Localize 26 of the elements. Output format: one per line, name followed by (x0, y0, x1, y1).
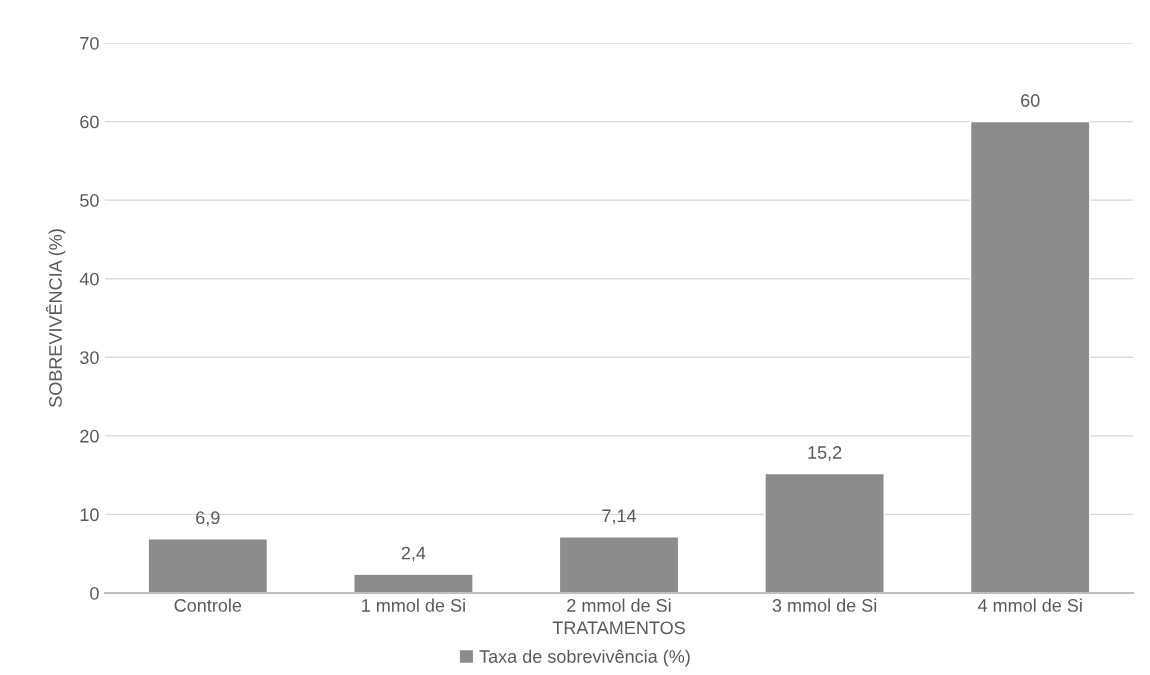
data-label: 15,2 (808, 446, 842, 462)
x-tick-label: Controle (174, 598, 242, 612)
y-tick-label: 0 (90, 586, 99, 600)
bar (764, 472, 885, 593)
x-tick-label: 1 mmol de Si (362, 598, 465, 612)
bar (969, 120, 1091, 593)
y-tick-label: 70 (80, 36, 99, 50)
y-tick-label: 30 (80, 351, 99, 365)
y-tick-label: 60 (80, 115, 99, 129)
data-label: 2,4 (401, 546, 426, 562)
y-tick-label: 40 (79, 272, 99, 286)
bar (147, 538, 269, 593)
data-label: 60 (1021, 94, 1040, 107)
bar (353, 573, 474, 593)
data-label: 6,9 (196, 511, 220, 527)
x-tick-label: 3 mmol de Si (772, 598, 877, 612)
legend-label: Taxa de sobrevivência (%) (479, 649, 690, 667)
x-axis-title: TRATAMENTOS (552, 621, 685, 635)
y-tick-label: 50 (80, 194, 99, 207)
y-tick-label: 10 (80, 508, 99, 522)
bar (558, 536, 680, 593)
data-label: 7,14 (602, 509, 637, 525)
x-tick-label: 4 mmol de Si (977, 598, 1082, 612)
x-tick-label: 2 mmol de Si (567, 598, 671, 612)
y-axis-title: SOBREVIVÊNCIA (%) (45, 229, 66, 407)
y-tick-label: 20 (80, 429, 99, 443)
